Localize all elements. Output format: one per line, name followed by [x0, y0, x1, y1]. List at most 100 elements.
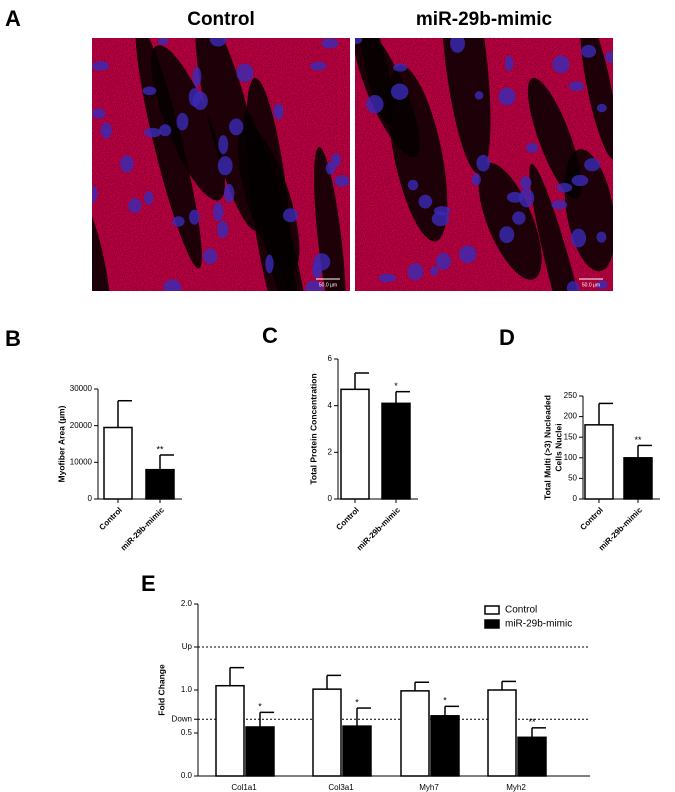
- nucleus: [189, 209, 200, 225]
- bar: [342, 725, 372, 777]
- nucleus: [310, 61, 327, 71]
- y-tick-label: 30000: [70, 384, 93, 393]
- y-tick-label: 0: [573, 494, 578, 503]
- nucleus: [142, 86, 157, 96]
- nucleus: [355, 38, 363, 45]
- y-tick-label: 0.0: [181, 771, 193, 780]
- y-tick-label: 20000: [70, 421, 93, 430]
- y-tick-label: 6: [328, 354, 333, 363]
- nucleus: [334, 175, 350, 187]
- nucleus: [407, 263, 424, 281]
- nucleus: [218, 135, 229, 155]
- x-tick-label: miR-29b-mimic: [355, 505, 402, 552]
- significance-label: *: [443, 696, 447, 706]
- nucleus: [172, 216, 185, 227]
- nucleus: [571, 174, 589, 187]
- nucleus: [92, 108, 106, 119]
- y-axis-label: Cells Nuclei: [553, 423, 563, 471]
- y-axis-label: Total Multi (>3) Nucleaded: [542, 395, 552, 500]
- nucleus: [407, 179, 419, 191]
- x-tick-label: Col3a1: [328, 783, 354, 792]
- nucleus: [236, 63, 254, 83]
- y-tick-label: 2: [328, 447, 333, 456]
- y-tick-label: Up: [182, 642, 193, 651]
- nucleus: [556, 182, 573, 193]
- nucleus: [120, 155, 134, 173]
- x-tick-label: Control: [97, 506, 123, 532]
- nucleus: [431, 211, 450, 227]
- panel-letter: C: [262, 323, 278, 348]
- bar: [584, 424, 614, 500]
- panel-letter: D: [499, 325, 515, 350]
- significance-label: *: [355, 697, 359, 707]
- dark-fiber: [529, 163, 598, 291]
- y-tick-label: 50: [568, 474, 577, 483]
- dark-fiber: [478, 162, 542, 280]
- legend-label: Control: [505, 605, 537, 616]
- nucleus: [568, 81, 585, 92]
- nucleus: [570, 228, 587, 248]
- y-axis-label: Total Protein Concentration: [308, 373, 318, 484]
- y-tick-label: 100: [564, 453, 578, 462]
- nucleus: [216, 221, 229, 239]
- image-title: miR-29b-mimic: [416, 9, 553, 30]
- nucleus: [159, 124, 172, 137]
- y-tick-label: 0: [88, 494, 93, 503]
- micrograph-content: [355, 38, 613, 291]
- nucleus: [499, 226, 515, 244]
- nucleus: [512, 211, 526, 225]
- bar: [145, 468, 175, 500]
- bar: [487, 689, 517, 777]
- nucleus: [518, 188, 535, 208]
- y-tick-label: Down: [172, 714, 192, 723]
- bar: [245, 726, 275, 777]
- image-title: Control: [187, 9, 255, 30]
- nucleus: [430, 266, 439, 276]
- dark-fiber: [314, 146, 346, 291]
- nucleus: [157, 38, 169, 46]
- nucleus: [504, 55, 514, 72]
- y-tick-label: 10000: [70, 457, 93, 466]
- nucleus: [217, 156, 233, 176]
- nucleus: [584, 158, 601, 172]
- scale-bar-label: 50.0 µm: [319, 282, 337, 288]
- nucleus: [192, 66, 202, 87]
- nucleus: [265, 254, 274, 274]
- panel-letter: A: [5, 6, 21, 31]
- nucleus: [312, 262, 323, 279]
- dark-fiber: [527, 77, 582, 199]
- nucleus: [551, 200, 568, 210]
- nucleus: [92, 185, 98, 203]
- nucleus: [605, 51, 613, 63]
- nucleus: [566, 281, 580, 291]
- nucleus: [474, 91, 484, 100]
- dark-fiber: [440, 38, 491, 174]
- nucleus: [498, 87, 516, 106]
- y-tick-label: 1.0: [181, 685, 193, 694]
- y-axis-label: Fold Change: [156, 664, 166, 716]
- bar: [517, 736, 547, 777]
- bar: [381, 402, 411, 500]
- y-tick-label: 0: [328, 494, 333, 503]
- bar: [400, 690, 430, 777]
- significance-label: **: [528, 717, 536, 727]
- y-tick-label: 2.0: [181, 599, 193, 608]
- nucleus: [450, 38, 465, 53]
- nucleus: [476, 154, 491, 172]
- x-tick-label: Myh7: [419, 783, 439, 792]
- bar: [312, 688, 342, 777]
- bar: [340, 388, 370, 500]
- nucleus: [92, 61, 110, 71]
- nucleus: [128, 198, 142, 214]
- micrograph: 50.0 µm: [92, 38, 350, 291]
- bar: [430, 715, 460, 777]
- nucleus: [305, 280, 324, 291]
- x-tick-label: Myh2: [506, 783, 526, 792]
- nucleus: [506, 191, 524, 203]
- panel-letter: B: [5, 326, 21, 351]
- y-axis-label: Myofiber Area (µm): [56, 405, 66, 482]
- significance-label: *: [394, 381, 398, 391]
- significance-label: **: [156, 444, 164, 454]
